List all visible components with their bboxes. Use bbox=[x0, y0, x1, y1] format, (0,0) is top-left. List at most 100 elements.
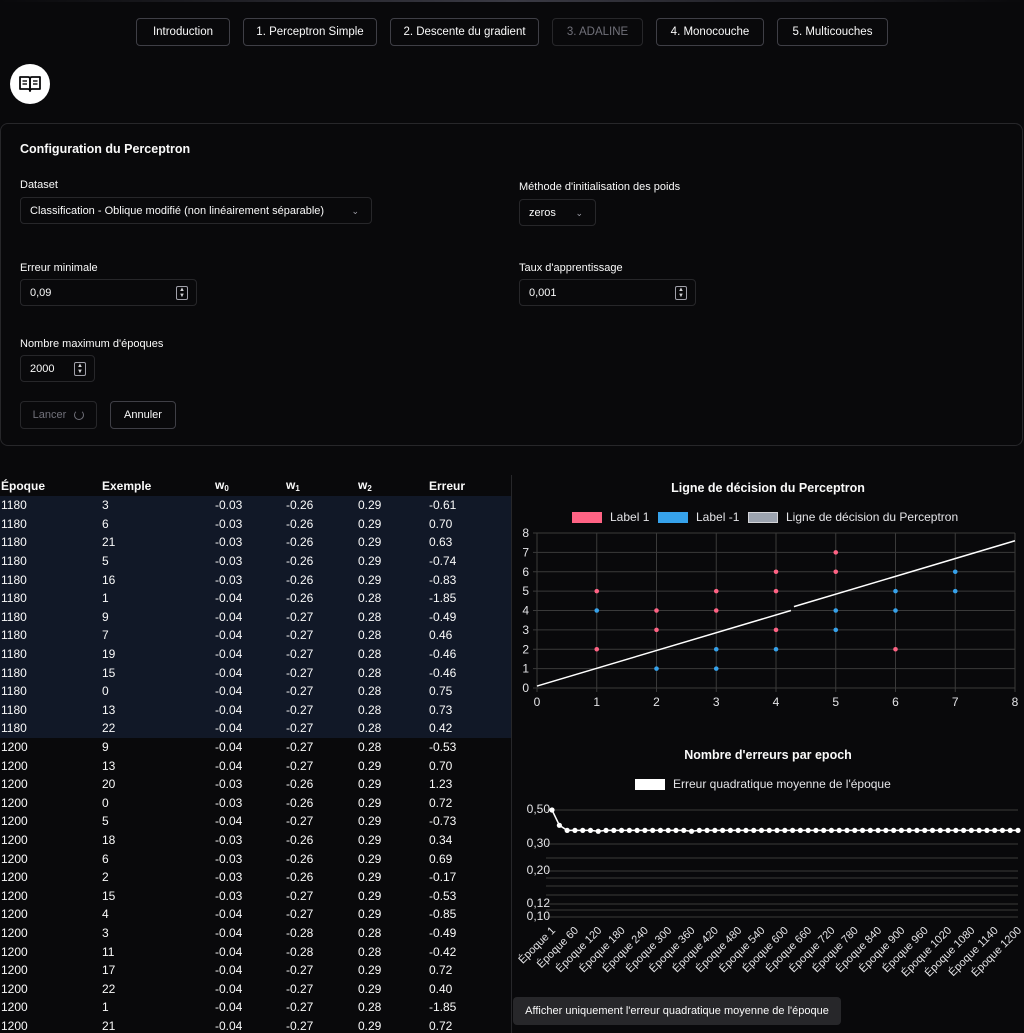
decision-scatter-chart: 0 1 2 3 4 5 6 7 8 0 1 2 3 4 5 6 7 8 bbox=[522, 526, 1018, 709]
mse-data-point bbox=[945, 827, 951, 833]
mse-data-point bbox=[580, 827, 586, 833]
table-cell-w0: -0.03 bbox=[215, 870, 243, 885]
y-tick-label: 3 bbox=[522, 623, 529, 637]
init-method-select[interactable]: zeros ⌄ bbox=[519, 199, 596, 226]
table-cell-w0: -0.03 bbox=[215, 795, 243, 810]
mse-data-point bbox=[789, 827, 796, 833]
book-icon-button[interactable] bbox=[10, 64, 50, 104]
table-cell-err: -0.53 bbox=[429, 888, 457, 903]
tab-perceptron-simple[interactable]: 1. Perceptron Simple bbox=[243, 18, 377, 46]
table-cell-w2: 0.28 bbox=[358, 740, 382, 755]
table-cell-w0: -0.03 bbox=[214, 551, 285, 571]
table-cell-w1: -0.27 bbox=[286, 814, 314, 829]
data-point-label-1 bbox=[773, 627, 779, 633]
tab-adaline[interactable]: 3. ADALINE bbox=[552, 18, 643, 46]
book-open-icon bbox=[19, 76, 41, 92]
table-cell-e: 1180 bbox=[0, 663, 101, 682]
min-error-value: 0,09 bbox=[30, 286, 52, 299]
stepper-icon[interactable]: ▲ ▼ bbox=[176, 286, 188, 300]
table-cell-err: -1.85 bbox=[428, 588, 512, 608]
legend-label-minus-1[interactable]: Label -1 bbox=[658, 510, 739, 524]
init-method-value: zeros bbox=[529, 206, 556, 219]
data-point-label-minus-1 bbox=[893, 608, 898, 613]
legend-swatch bbox=[572, 511, 602, 523]
table-cell-e: 1200 bbox=[1, 944, 28, 959]
top-edge bbox=[0, 0, 1024, 2]
mse-data-point bbox=[984, 827, 990, 833]
table-cell-e: 1200 bbox=[1, 777, 28, 792]
data-point-label-minus-1 bbox=[952, 588, 958, 594]
cancel-button[interactable]: Annuler bbox=[110, 401, 176, 429]
y-tick-label: 7 bbox=[522, 545, 529, 559]
mse-data-point bbox=[766, 827, 772, 833]
table-cell-err: -0.49 bbox=[428, 607, 512, 627]
table-cell-w2: 0.28 bbox=[358, 925, 382, 940]
legend-label-1[interactable]: Label 1 bbox=[572, 510, 649, 524]
table-cell-err: 1.23 bbox=[429, 777, 453, 792]
table-cell-err: -0.85 bbox=[429, 907, 457, 922]
table-cell-w0: -0.03 bbox=[214, 533, 285, 552]
table-cell-err: -0.74 bbox=[428, 551, 512, 571]
legend-decision-line[interactable]: Ligne de décision du Perceptron bbox=[748, 510, 958, 524]
table-cell-w1: -0.26 bbox=[286, 832, 314, 847]
min-error-input[interactable]: 0,09 ▲ ▼ bbox=[20, 279, 197, 306]
mse-data-point bbox=[696, 827, 702, 833]
table-cell-e: 1200 bbox=[1, 740, 28, 755]
dataset-select[interactable]: Classification - Oblique modifié (non li… bbox=[20, 197, 372, 224]
y-tick-label: 0,50 bbox=[527, 802, 551, 816]
table-cell-x: 9 bbox=[101, 607, 214, 627]
data-point-label-1 bbox=[654, 608, 659, 613]
table-cell-e: 1180 bbox=[0, 496, 101, 515]
col-error: Erreur bbox=[429, 478, 466, 493]
table-cell-w1: -0.26 bbox=[285, 570, 357, 589]
table-cell-w0: -0.04 bbox=[215, 740, 243, 755]
table-row: 1180 19 -0.04 -0.27 0.28 -0.46 bbox=[0, 644, 512, 664]
stepper-icon[interactable]: ▲ ▼ bbox=[675, 286, 687, 300]
data-point-label-minus-1 bbox=[713, 646, 719, 652]
tab-monocouche[interactable]: 4. Monocouche bbox=[656, 18, 764, 46]
loading-spinner-icon bbox=[74, 410, 85, 420]
chevron-down-icon: ⌄ bbox=[351, 206, 359, 216]
data-point-label-1 bbox=[833, 569, 839, 575]
table-cell-w0: -0.04 bbox=[215, 907, 243, 922]
legend-mse[interactable]: Erreur quadratique moyenne de l'époque bbox=[635, 777, 891, 791]
table-cell-w2: 0.28 bbox=[357, 700, 428, 720]
tab-introduction[interactable]: Introduction bbox=[136, 18, 230, 46]
config-title: Configuration du Perceptron bbox=[20, 142, 191, 156]
table-cell-w0: -0.04 bbox=[214, 719, 285, 738]
tab-multicouches[interactable]: 5. Multicouches bbox=[777, 18, 888, 46]
x-tick-label: 5 bbox=[832, 695, 839, 709]
table-cell-e: 1180 bbox=[0, 700, 101, 720]
mse-data-point bbox=[821, 827, 827, 833]
run-button[interactable]: Lancer bbox=[20, 401, 97, 429]
table-cell-err: -0.49 bbox=[429, 925, 457, 940]
table-cell-err: 0.34 bbox=[429, 832, 453, 847]
table-cell-x: 5 bbox=[101, 551, 214, 571]
data-point-label-1 bbox=[594, 588, 600, 594]
table-cell-e: 1200 bbox=[1, 758, 28, 773]
decision-line-segment bbox=[793, 540, 1016, 608]
legend-text: Ligne de décision du Perceptron bbox=[786, 510, 959, 524]
data-point-label-minus-1 bbox=[773, 646, 779, 652]
table-cell-w0: -0.04 bbox=[215, 925, 243, 940]
error-chart-title: Nombre d'erreurs par epoch bbox=[684, 748, 852, 762]
mse-data-point bbox=[953, 827, 959, 833]
y-tick-label: 5 bbox=[522, 584, 529, 598]
dataset-label: Dataset bbox=[20, 179, 58, 191]
stepper-icon[interactable]: ▲ ▼ bbox=[74, 362, 86, 376]
table-cell-x: 15 bbox=[102, 888, 116, 903]
learning-rate-input[interactable]: 0,001 ▲ ▼ bbox=[519, 279, 696, 306]
table-cell-w0: -0.04 bbox=[215, 814, 243, 829]
table-cell-x: 2 bbox=[102, 870, 109, 885]
table-cell-w2: 0.28 bbox=[357, 719, 428, 738]
table-row: 1200 9 -0.04 -0.27 0.28 -0.53 bbox=[0, 738, 512, 757]
show-mse-only-button[interactable]: Afficher uniquement l'erreur quadratique… bbox=[513, 997, 841, 1025]
table-row: 1200 18 -0.03 -0.26 0.29 0.34 bbox=[0, 831, 512, 850]
table-cell-x: 22 bbox=[102, 981, 116, 996]
tab-descente-gradient[interactable]: 2. Descente du gradient bbox=[390, 18, 539, 46]
table-cell-w2: 0.28 bbox=[357, 607, 428, 627]
max-epochs-input[interactable]: 2000 ▲ ▼ bbox=[20, 355, 95, 382]
x-tick-label: 6 bbox=[892, 695, 899, 709]
mse-data-point bbox=[1007, 827, 1013, 833]
table-cell-w0: -0.03 bbox=[215, 851, 243, 866]
